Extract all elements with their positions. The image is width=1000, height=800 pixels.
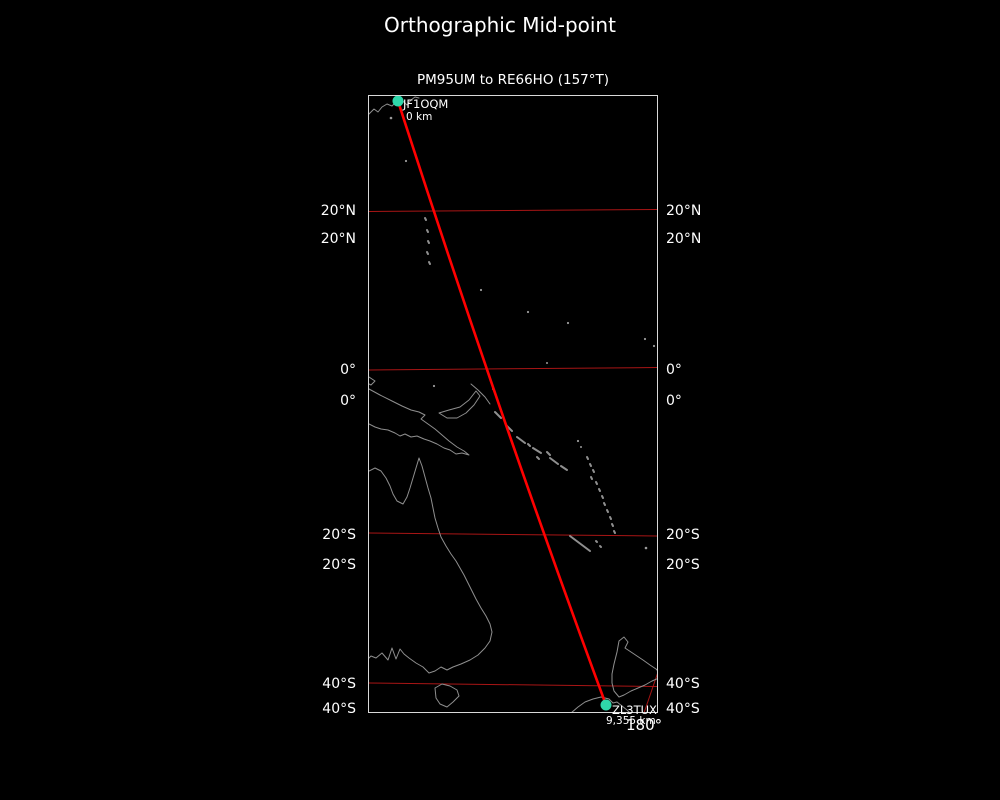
- meridian-180-label: 180°: [626, 716, 663, 734]
- gridline-equator: [369, 367, 657, 371]
- start-callsign-label: JF1OQM: [403, 97, 449, 111]
- coastlines: [369, 96, 657, 712]
- end-callsign-label: ZL3TUX: [612, 703, 657, 717]
- island-dot: [643, 337, 647, 341]
- island-dots: [389, 116, 656, 550]
- page-title: Orthographic Mid-point: [384, 13, 616, 37]
- gridline-20n: [369, 209, 657, 212]
- lat-label-left-0-b: 0°: [340, 393, 356, 409]
- island-chains: [424, 217, 616, 552]
- island-dot: [432, 384, 436, 388]
- coast-new-guinea: [369, 388, 470, 456]
- coast-new-ireland: [470, 383, 491, 405]
- end-distance-label: 9,355 km: [606, 715, 656, 727]
- islands-vanuatu: [586, 456, 616, 534]
- islands-loyalty: [595, 540, 602, 548]
- start-marker-dot: [392, 96, 404, 107]
- gridlines: [369, 209, 657, 712]
- gridline-20s: [369, 532, 657, 537]
- island-dot: [652, 344, 656, 348]
- lat-label-right-0-b: 0°: [666, 393, 682, 409]
- lat-label-left-20n-a: 20°N: [320, 203, 356, 219]
- lat-label-right-20s-b: 20°S: [666, 557, 700, 573]
- coast-tasmania: [434, 683, 460, 708]
- lat-label-left-0-a: 0°: [340, 362, 356, 378]
- route-subtitle: PM95UM to RE66HO (157°T): [416, 72, 610, 88]
- lat-label-right-20s-a: 20°S: [666, 527, 700, 543]
- island-new-caledonia: [569, 535, 591, 552]
- coast-new-guinea-west: [369, 376, 376, 386]
- island-izu-oshima: [389, 116, 393, 120]
- map-canvas: [369, 96, 657, 712]
- coast-new-britain: [438, 390, 481, 419]
- coast-australia: [369, 457, 493, 674]
- lat-label-left-40s-a: 40°S: [322, 676, 356, 692]
- map-plot-area: [368, 95, 658, 713]
- island-dot: [580, 446, 582, 448]
- lat-label-left-20s-a: 20°S: [322, 527, 356, 543]
- great-circle-path: [396, 100, 608, 706]
- island-dot: [546, 362, 548, 364]
- lat-label-left-40s-b: 40°S: [322, 701, 356, 717]
- island-dot: [566, 321, 570, 325]
- lat-label-right-0-a: 0°: [666, 362, 682, 378]
- island-fiji: [644, 546, 648, 550]
- island-dot: [526, 310, 530, 314]
- lat-label-left-20n-b: 20°N: [320, 231, 356, 247]
- coast-nz-south-island: [571, 696, 630, 712]
- lat-label-right-40s-b: 40°S: [666, 701, 700, 717]
- island-dot: [404, 159, 408, 163]
- island-dot: [479, 288, 483, 292]
- island-dot: [576, 439, 580, 443]
- islands-izu-chain: [424, 217, 431, 265]
- start-distance-label: 0 km: [406, 111, 433, 123]
- end-marker-dot: [600, 699, 612, 711]
- islands-solomons: [494, 411, 568, 471]
- gridline-180-meridian: [643, 673, 657, 712]
- lat-label-right-20n-a: 20°N: [666, 203, 702, 219]
- lat-label-right-40s-a: 40°S: [666, 676, 700, 692]
- gridline-40s: [369, 682, 657, 687]
- lat-label-left-20s-b: 20°S: [322, 557, 356, 573]
- lat-label-right-20n-b: 20°N: [666, 231, 702, 247]
- coast-nz-north-island: [611, 636, 657, 698]
